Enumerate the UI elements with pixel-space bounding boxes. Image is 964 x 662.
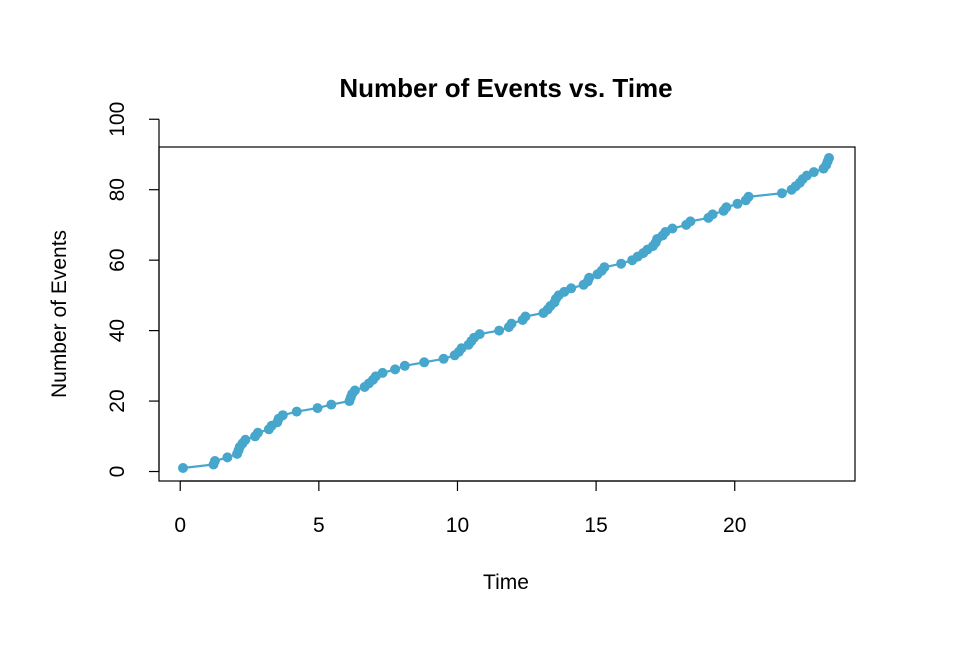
data-point <box>222 452 233 463</box>
data-point <box>707 209 718 220</box>
data-point <box>390 364 401 375</box>
x-tick-label: 15 <box>584 514 607 537</box>
data-point <box>599 262 610 273</box>
data-point <box>743 191 754 202</box>
data-point <box>721 202 732 213</box>
y-axis-label: Number of Events <box>48 230 71 398</box>
series-events <box>178 153 834 473</box>
data-point <box>506 318 517 329</box>
y-tick-label: 20 <box>106 389 129 412</box>
data-point <box>312 403 323 414</box>
data-point <box>808 167 819 178</box>
data-point <box>377 367 388 378</box>
x-tick-label: 0 <box>174 514 186 537</box>
data-point <box>685 216 696 227</box>
data-point <box>399 360 410 371</box>
data-point <box>474 329 485 340</box>
x-tick-label: 20 <box>723 514 746 537</box>
data-point <box>520 311 531 322</box>
data-point <box>584 272 595 283</box>
data-point <box>277 410 288 421</box>
data-point <box>438 353 449 364</box>
x-axis: 0 5 10 15 20 <box>174 480 746 537</box>
data-point <box>732 198 743 209</box>
y-axis: 0 20 40 60 80 100 <box>106 102 160 478</box>
data-point <box>252 427 263 438</box>
data-point <box>776 188 787 199</box>
data-point <box>240 434 251 445</box>
data-point <box>616 258 627 269</box>
y-tick-label: 100 <box>106 102 129 137</box>
y-tick-label: 60 <box>106 248 129 271</box>
data-point <box>349 385 360 396</box>
y-tick-label: 0 <box>106 466 129 478</box>
data-point <box>824 153 834 163</box>
y-tick-label: 40 <box>106 319 129 342</box>
data-point <box>494 325 505 336</box>
data-point <box>178 463 188 473</box>
x-tick-label: 5 <box>313 514 325 537</box>
chart-title: Number of Events vs. Time <box>339 73 672 103</box>
data-point <box>419 357 430 368</box>
data-point <box>291 406 302 417</box>
y-tick-label: 80 <box>106 178 129 201</box>
data-point <box>209 456 220 466</box>
data-point <box>667 223 678 234</box>
data-point <box>566 283 577 294</box>
data-point <box>326 399 337 410</box>
x-tick-label: 10 <box>446 514 469 537</box>
x-axis-label: Time <box>483 571 529 594</box>
